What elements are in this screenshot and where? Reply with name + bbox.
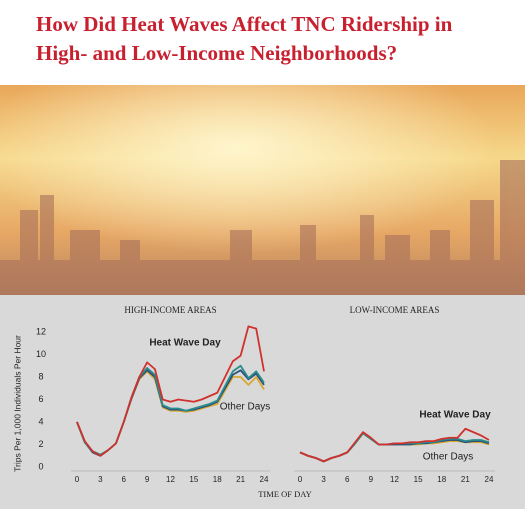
city-photo: [0, 85, 525, 295]
y-tick-label: 0: [38, 461, 43, 471]
x-tick-label: 15: [414, 475, 423, 484]
x-tick-label: 18: [213, 475, 222, 484]
series-line: [76, 325, 265, 457]
x-tick-label: 3: [321, 475, 326, 484]
chart-panel: [0, 295, 525, 509]
y-tick-label: 8: [38, 371, 43, 381]
chart-title: HIGH-INCOME AREAS: [124, 305, 216, 315]
y-tick-label: 4: [38, 416, 43, 426]
x-tick-label: 9: [145, 475, 150, 484]
y-tick-label: 10: [36, 349, 46, 359]
x-tick-label: 12: [166, 475, 175, 484]
x-tick-label: 3: [98, 475, 103, 484]
x-tick-label: 24: [260, 475, 269, 484]
x-tick-label: 12: [390, 475, 399, 484]
legend-label: Other Days: [423, 452, 474, 463]
x-tick-label: 0: [75, 475, 80, 484]
x-tick-label: 6: [345, 475, 350, 484]
page-title: How Did Heat Waves Affect TNC Ridership …: [36, 12, 453, 65]
x-axis-label: TIME OF DAY: [258, 489, 312, 499]
y-axis-label: Trips Per 1,000 Individuals Per Hour: [12, 335, 22, 472]
legend-label: Heat Wave Day: [419, 410, 491, 421]
x-tick-label: 15: [189, 475, 198, 484]
legend-label: Other Days: [220, 402, 271, 413]
x-tick-label: 9: [369, 475, 374, 484]
x-tick-label: 6: [122, 475, 127, 484]
series-line: [299, 427, 490, 463]
x-tick-label: 21: [461, 475, 470, 484]
x-tick-label: 24: [485, 475, 494, 484]
x-tick-label: 18: [437, 475, 446, 484]
legend-label: Heat Wave Day: [149, 338, 221, 349]
chart-title: LOW-INCOME AREAS: [350, 305, 440, 315]
y-tick-label: 12: [36, 326, 46, 336]
y-tick-label: 2: [38, 439, 43, 449]
x-tick-label: 21: [236, 475, 245, 484]
y-tick-label: 6: [38, 394, 43, 404]
x-tick-label: 0: [298, 475, 303, 484]
